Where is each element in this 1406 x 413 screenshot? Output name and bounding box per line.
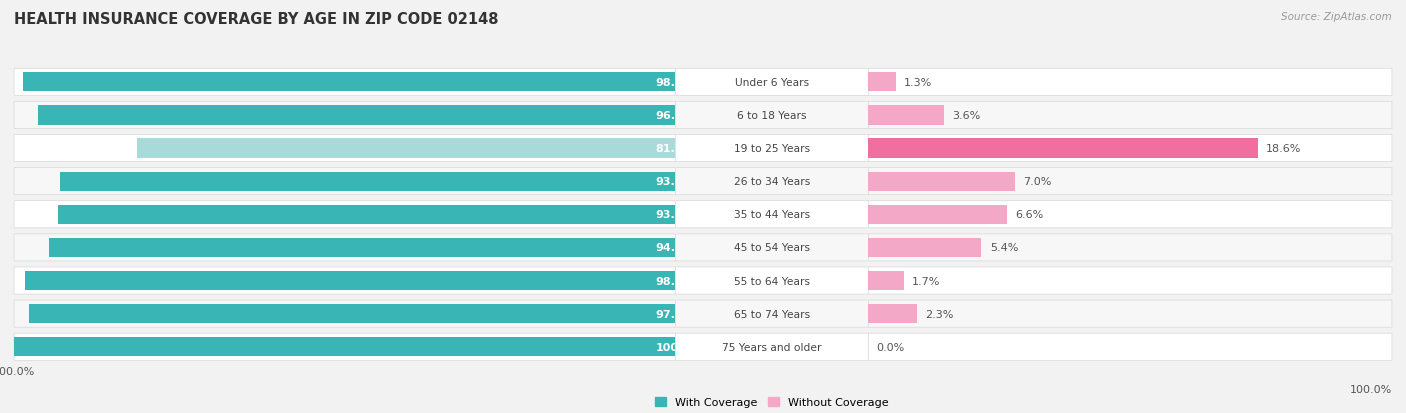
Text: 18.6%: 18.6% [1267, 144, 1302, 154]
Bar [869, 139, 1258, 158]
Text: 5.4%: 5.4% [990, 243, 1018, 253]
FancyBboxPatch shape [14, 135, 675, 162]
Text: 93.4%: 93.4% [655, 210, 695, 220]
FancyBboxPatch shape [869, 168, 1392, 195]
FancyBboxPatch shape [675, 333, 869, 361]
FancyBboxPatch shape [869, 300, 1392, 328]
Text: 65 to 74 Years: 65 to 74 Years [734, 309, 810, 319]
Text: 3.6%: 3.6% [952, 111, 980, 121]
FancyBboxPatch shape [675, 168, 869, 195]
Text: 19 to 25 Years: 19 to 25 Years [734, 144, 810, 154]
FancyBboxPatch shape [675, 267, 869, 294]
Text: 35 to 44 Years: 35 to 44 Years [734, 210, 810, 220]
Bar [58, 205, 675, 224]
Text: 26 to 34 Years: 26 to 34 Years [734, 177, 810, 187]
FancyBboxPatch shape [675, 234, 869, 261]
Bar [869, 172, 1015, 191]
Text: 1.3%: 1.3% [904, 78, 932, 88]
FancyBboxPatch shape [869, 135, 1392, 162]
Text: 0.0%: 0.0% [877, 342, 905, 352]
Text: 98.3%: 98.3% [655, 276, 695, 286]
Text: 6 to 18 Years: 6 to 18 Years [737, 111, 807, 121]
Text: 94.7%: 94.7% [655, 243, 695, 253]
FancyBboxPatch shape [869, 201, 1392, 228]
FancyBboxPatch shape [14, 168, 675, 195]
Text: 81.4%: 81.4% [655, 144, 695, 154]
FancyBboxPatch shape [675, 69, 869, 96]
Bar [14, 337, 675, 356]
FancyBboxPatch shape [14, 102, 675, 129]
FancyBboxPatch shape [869, 333, 1392, 361]
FancyBboxPatch shape [869, 267, 1392, 294]
Bar [869, 271, 904, 290]
Bar [30, 304, 675, 323]
Text: 75 Years and older: 75 Years and older [723, 342, 821, 352]
FancyBboxPatch shape [14, 267, 675, 294]
FancyBboxPatch shape [14, 333, 675, 361]
FancyBboxPatch shape [14, 201, 675, 228]
Text: 7.0%: 7.0% [1024, 177, 1052, 187]
Text: 98.7%: 98.7% [655, 78, 695, 88]
Bar [136, 139, 675, 158]
FancyBboxPatch shape [675, 102, 869, 129]
Bar [38, 106, 675, 125]
Text: 45 to 54 Years: 45 to 54 Years [734, 243, 810, 253]
Text: 1.7%: 1.7% [912, 276, 941, 286]
Legend: With Coverage, Without Coverage: With Coverage, Without Coverage [651, 393, 893, 412]
Text: 96.4%: 96.4% [655, 111, 695, 121]
FancyBboxPatch shape [869, 69, 1392, 96]
FancyBboxPatch shape [675, 300, 869, 328]
FancyBboxPatch shape [675, 135, 869, 162]
Text: 55 to 64 Years: 55 to 64 Years [734, 276, 810, 286]
FancyBboxPatch shape [869, 102, 1392, 129]
Bar [49, 238, 675, 257]
FancyBboxPatch shape [14, 69, 675, 96]
Text: 93.0%: 93.0% [655, 177, 695, 187]
FancyBboxPatch shape [14, 234, 675, 261]
Bar [869, 106, 943, 125]
Text: Under 6 Years: Under 6 Years [735, 78, 808, 88]
Bar [869, 205, 1007, 224]
Bar [869, 238, 981, 257]
Text: Source: ZipAtlas.com: Source: ZipAtlas.com [1281, 12, 1392, 22]
Text: 2.3%: 2.3% [925, 309, 953, 319]
FancyBboxPatch shape [14, 300, 675, 328]
Bar [869, 73, 896, 92]
Text: 100.0%: 100.0% [655, 342, 702, 352]
Bar [869, 304, 917, 323]
Bar [60, 172, 675, 191]
Bar [25, 271, 675, 290]
FancyBboxPatch shape [869, 234, 1392, 261]
Text: HEALTH INSURANCE COVERAGE BY AGE IN ZIP CODE 02148: HEALTH INSURANCE COVERAGE BY AGE IN ZIP … [14, 12, 499, 27]
FancyBboxPatch shape [675, 201, 869, 228]
Text: 6.6%: 6.6% [1015, 210, 1043, 220]
Bar [22, 73, 675, 92]
Text: 100.0%: 100.0% [1350, 384, 1392, 394]
Text: 97.7%: 97.7% [655, 309, 695, 319]
